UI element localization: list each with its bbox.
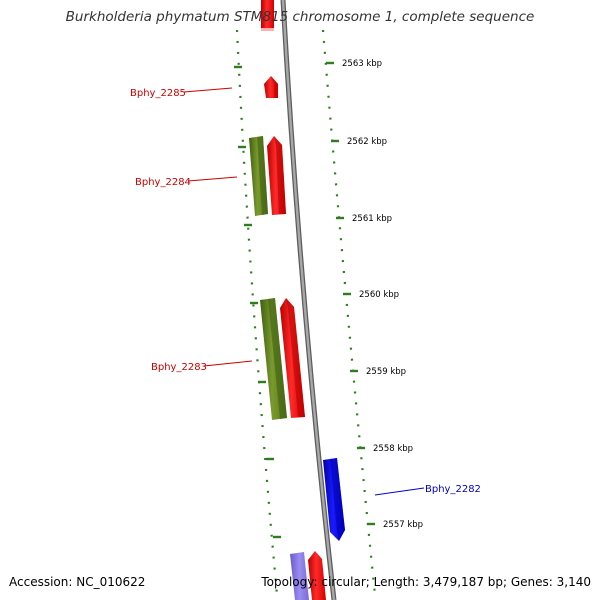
scale-ticks: 2563 kbp 2562 kbp 2561 kbp 2560 kbp 2559… [326,59,423,530]
feature-rna-gene[interactable] [260,298,287,420]
feature-forward-cds[interactable] [261,0,274,31]
inner-ring-dots [235,29,279,596]
feature-rna-gene[interactable] [249,136,268,216]
outer-ring-dots [321,29,377,596]
svg-text:Bphy_2285: Bphy_2285 [130,88,186,99]
features [249,0,345,600]
scale-tick: 2557 kbp [367,520,423,530]
feature-reverse-cds[interactable] [323,458,345,541]
backbone [281,0,336,600]
scale-tick-label: 2561 kbp [352,214,392,224]
backbone-shadow [280,0,337,600]
gene-label-bphy-2282[interactable]: Bphy_2282 [374,484,481,496]
scale-tick: 2559 kbp [350,367,406,377]
svg-text:Bphy_2282: Bphy_2282 [425,484,481,495]
svg-text:Bphy_2284: Bphy_2284 [135,177,191,188]
scale-tick: 2563 kbp [326,59,382,69]
scale-tick-label: 2563 kbp [342,59,382,69]
feature-forward-cds[interactable] [267,136,286,215]
scale-tick-label: 2557 kbp [383,520,423,530]
inner-ring-ticks [234,65,281,539]
scale-tick-label: 2559 kbp [366,367,406,377]
scale-tick-label: 2558 kbp [373,444,413,454]
feature-reverse-cds-faded[interactable] [290,552,309,600]
gene-label-bphy-2283[interactable]: Bphy_2283 [151,360,253,373]
accession-text: Accession: NC_010622 [9,575,146,589]
svg-text:Bphy_2283: Bphy_2283 [151,362,207,373]
topology-summary: Topology: circular; Length: 3,479,187 bp… [261,575,591,589]
scale-tick: 2558 kbp [357,444,413,454]
feature-forward-cds[interactable] [308,551,326,600]
feature-forward-cds[interactable] [264,76,278,98]
scale-tick-label: 2560 kbp [359,290,399,300]
gene-labels: Bphy_2285 Bphy_2284 Bphy_2283 Bphy_2282 [130,87,481,496]
scale-tick: 2560 kbp [343,290,399,300]
scale-tick: 2562 kbp [331,137,387,147]
gene-label-bphy-2284[interactable]: Bphy_2284 [135,176,238,188]
feature-forward-cds[interactable] [280,298,305,418]
gene-label-bphy-2285[interactable]: Bphy_2285 [130,87,233,99]
scale-tick: 2561 kbp [336,214,392,224]
scale-tick-label: 2562 kbp [347,137,387,147]
map-title: Burkholderia phymatum STM815 chromosome … [65,9,535,25]
